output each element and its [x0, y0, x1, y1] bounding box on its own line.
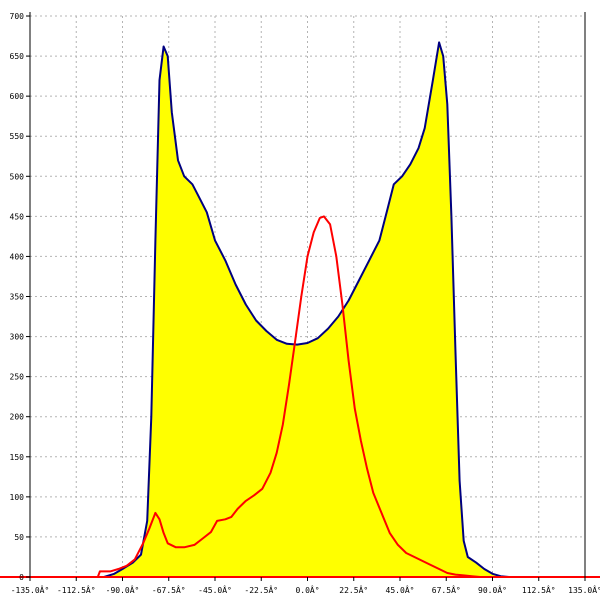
x-tick-label: 67.5Â°: [432, 584, 461, 595]
y-tick-label: 300: [10, 333, 25, 342]
x-tick-label: 22.5Â°: [339, 584, 368, 595]
y-tick-label: 600: [10, 92, 25, 101]
axes: [0, 12, 600, 581]
x-tick-label: 90.0Â°: [478, 584, 507, 595]
x-tick-labels: -135.0Â° -112.5Â° -90.0Â° -67.5Â° -45.0Â° -22…: [11, 584, 600, 595]
y-tick-label: 350: [10, 293, 25, 302]
y-tick-label: 200: [10, 413, 25, 422]
series-0-line: [103, 41, 509, 578]
x-tick-label: -22.5Â°: [244, 584, 278, 595]
x-tick-label: 0.0Â°: [295, 584, 319, 595]
area-fills: [104, 42, 509, 577]
x-tick-label: -90.0Â°: [106, 584, 140, 595]
y-tick-label: 150: [10, 453, 25, 462]
y-tick-labels: 0 50 100 150 200 250 300 350 400 450 500 550 600 650 7…: [10, 12, 25, 582]
series-lines: [96, 41, 509, 578]
x-tick-label: -45.0Â°: [198, 584, 232, 595]
x-tick-label: -112.5Â°: [57, 584, 96, 595]
y-tick-label: 50: [14, 533, 24, 542]
x-tick-label: 45.0Â°: [386, 584, 415, 595]
x-tick-label: -67.5Â°: [152, 584, 186, 595]
y-tick-label: 400: [10, 252, 25, 261]
y-tick-label: 0: [19, 573, 24, 582]
y-tick-label: 250: [10, 373, 25, 382]
x-tick-label: -135.0Â°: [11, 584, 50, 595]
y-tick-label: 450: [10, 212, 25, 221]
series-1-line: [96, 215, 481, 578]
x-tick-label: 135.0Â°: [568, 584, 600, 595]
y-tick-label: 550: [10, 132, 25, 141]
y-tick-label: 100: [10, 493, 25, 502]
y-tick-label: 700: [10, 12, 25, 21]
series-0-area: [104, 42, 509, 577]
y-tick-label: 650: [10, 52, 25, 61]
x-tick-label: 112.5Â°: [522, 584, 556, 595]
y-tick-label: 500: [10, 172, 25, 181]
